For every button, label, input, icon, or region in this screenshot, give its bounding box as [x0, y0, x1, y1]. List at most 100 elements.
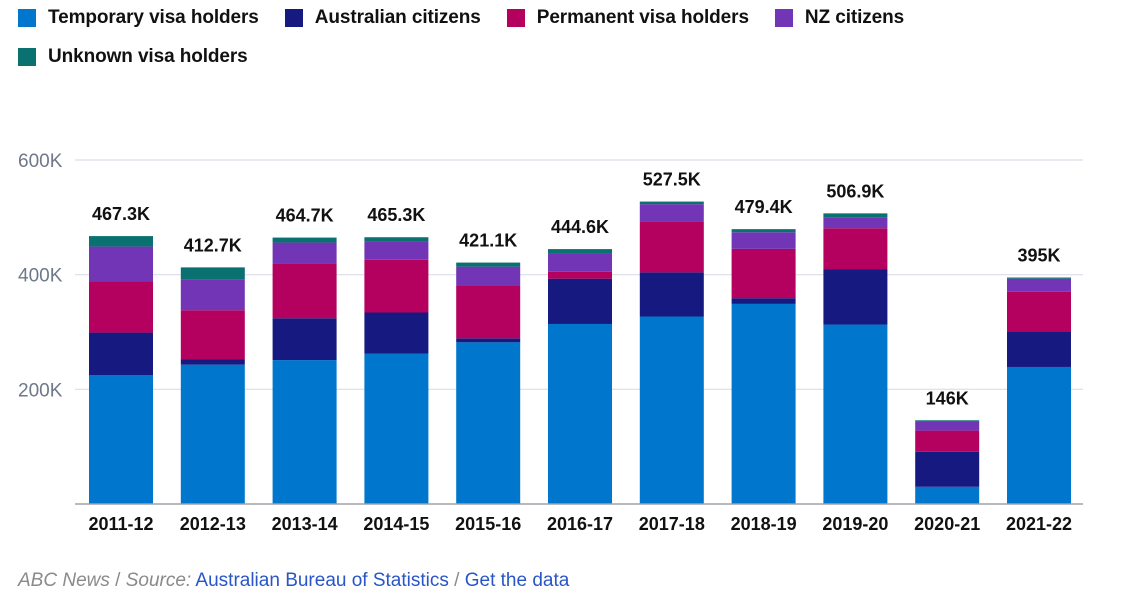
bar-segment[interactable]	[548, 249, 612, 254]
bar-segment[interactable]	[272, 242, 337, 264]
x-tick-label: 2011-12	[88, 514, 153, 534]
bar-segment[interactable]	[364, 259, 429, 313]
bar-stack-2012-13[interactable]	[180, 267, 245, 504]
bar-stack-2021-22[interactable]	[1007, 277, 1071, 504]
bar-stack-2014-15[interactable]	[364, 237, 429, 504]
x-tick-label: 2017-18	[639, 514, 705, 534]
bar-segment[interactable]	[823, 217, 888, 229]
bar-segment[interactable]	[272, 263, 337, 319]
bar-segment[interactable]	[548, 278, 612, 324]
bar-stack-2016-17[interactable]	[548, 249, 612, 504]
bar-segment[interactable]	[1007, 366, 1071, 504]
chart-footer: ABC News / Source: Australian Bureau of …	[18, 570, 569, 592]
bar-segment[interactable]	[915, 420, 980, 422]
bar-segment[interactable]	[548, 253, 612, 272]
bar-segment[interactable]	[364, 237, 429, 242]
x-tick-label: 2012-13	[180, 514, 246, 534]
legend-swatch	[506, 8, 525, 27]
y-tick-label: 400K	[18, 266, 63, 287]
source-link[interactable]: Australian Bureau of Statistics	[195, 570, 449, 591]
bar-segment[interactable]	[731, 232, 796, 249]
legend-item-unknown[interactable]: Unknown visa holders	[18, 45, 248, 68]
bar-segment[interactable]	[639, 221, 704, 273]
bar-segment[interactable]	[89, 375, 153, 504]
total-label: 464.7K	[276, 206, 334, 226]
legend-label: NZ citizens	[804, 6, 905, 28]
bar-segment[interactable]	[364, 353, 429, 504]
bar-segment[interactable]	[180, 364, 245, 504]
bar-segment[interactable]	[1007, 278, 1071, 292]
total-label: 465.3K	[367, 205, 425, 225]
bar-segment[interactable]	[731, 248, 796, 299]
bar-segment[interactable]	[456, 285, 521, 339]
bar-segment[interactable]	[180, 279, 245, 311]
bar-stack-2011-12[interactable]	[89, 236, 153, 504]
legend-swatch	[18, 8, 36, 27]
bar-segment[interactable]	[639, 316, 704, 504]
bar-segment[interactable]	[548, 271, 612, 279]
bar-segment[interactable]	[89, 246, 153, 282]
bar-segment[interactable]	[1007, 291, 1071, 332]
total-label: 395K	[1017, 246, 1060, 266]
get-data-link[interactable]: Get the data	[464, 570, 570, 591]
bar-segment[interactable]	[89, 281, 153, 333]
total-label: 146K	[926, 388, 969, 408]
y-tick-label: 600K	[18, 151, 63, 172]
total-label: 421.1K	[459, 231, 517, 251]
legend-label: Unknown visa holders	[48, 45, 248, 67]
bar-segment[interactable]	[823, 228, 888, 270]
publisher: ABC News	[18, 570, 110, 591]
bar-segment[interactable]	[915, 421, 980, 431]
bar-segment[interactable]	[456, 338, 521, 343]
bar-segment[interactable]	[1007, 277, 1071, 279]
legend-item-temporary[interactable]: Temporary visa holders	[18, 6, 259, 29]
bar-segment[interactable]	[731, 303, 796, 504]
bar-segment[interactable]	[915, 451, 980, 487]
total-label: 527.5K	[643, 170, 701, 190]
legend-item-nz[interactable]: NZ citizens	[774, 6, 905, 29]
bar-segment[interactable]	[364, 241, 429, 260]
bar-segment[interactable]	[89, 236, 153, 247]
bar-segment[interactable]	[180, 310, 245, 360]
bar-stack-2018-19[interactable]	[731, 229, 796, 504]
bar-stack-2017-18[interactable]	[639, 201, 704, 504]
bar-segment[interactable]	[180, 267, 245, 280]
y-axis-ticks: 200K 400K 600K	[18, 151, 63, 401]
bar-segment[interactable]	[915, 430, 980, 452]
x-tick-label: 2016-17	[547, 514, 613, 534]
legend-swatch	[284, 8, 303, 27]
bar-segment[interactable]	[639, 272, 704, 317]
bar-segment[interactable]	[456, 342, 521, 504]
legend-item-australian[interactable]: Australian citizens	[284, 6, 481, 29]
legend-label: Australian citizens	[314, 6, 481, 28]
bar-stack-2015-16[interactable]	[456, 262, 521, 504]
bars	[89, 201, 1071, 504]
legend-item-permanent[interactable]: Permanent visa holders	[506, 6, 749, 29]
total-label: 412.7K	[184, 235, 242, 255]
x-axis-ticks: 2011-12 2012-13 2013-14 2014-15 2015-16 2016-…	[88, 514, 1072, 534]
bar-stack-2013-14[interactable]	[272, 237, 337, 504]
bar-segment[interactable]	[823, 213, 888, 218]
bar-stack-2019-20[interactable]	[823, 213, 888, 504]
bar-segment[interactable]	[364, 312, 429, 354]
bar-segment[interactable]	[456, 262, 521, 267]
bar-segment[interactable]	[548, 323, 612, 504]
bar-segment[interactable]	[731, 229, 796, 233]
separator: /	[109, 570, 126, 591]
bar-segment[interactable]	[823, 269, 888, 325]
bar-segment[interactable]	[823, 324, 888, 504]
bar-segment[interactable]	[639, 201, 704, 205]
bar-segment[interactable]	[89, 332, 153, 375]
bar-segment[interactable]	[731, 298, 796, 304]
bar-segment[interactable]	[272, 360, 337, 504]
x-tick-label: 2021-22	[1006, 514, 1072, 534]
y-tick-label: 200K	[18, 380, 63, 401]
bar-segment[interactable]	[456, 266, 521, 286]
bar-stack-2020-21[interactable]	[915, 420, 980, 504]
bar-segment[interactable]	[915, 486, 980, 504]
bar-segment[interactable]	[180, 359, 245, 365]
bar-segment[interactable]	[1007, 332, 1071, 367]
bar-segment[interactable]	[639, 204, 704, 222]
bar-segment[interactable]	[272, 237, 337, 243]
bar-segment[interactable]	[272, 318, 337, 361]
